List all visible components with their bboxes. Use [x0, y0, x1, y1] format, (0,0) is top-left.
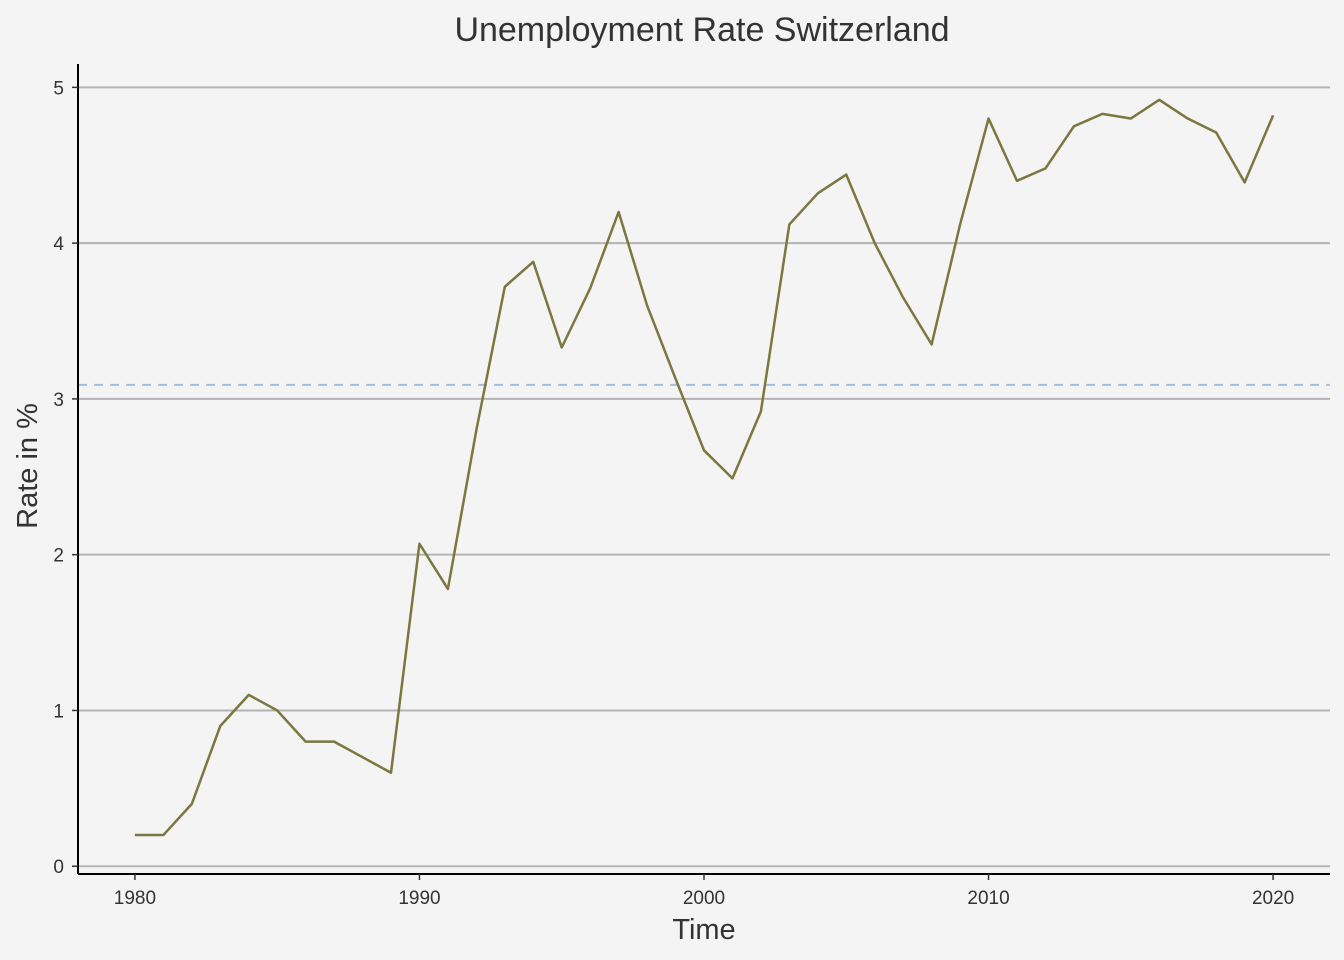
tick-labels: 0 1 2 3 4 5 1980 1990 2000 2010 2020	[53, 78, 1294, 909]
y-axis-title: Rate in %	[12, 403, 44, 529]
grid-lines	[78, 86, 1330, 868]
y-tick-label: 0	[53, 857, 64, 878]
chart-title: Unemployment Rate Switzerland	[454, 11, 949, 49]
x-tick-label: 2020	[1252, 888, 1294, 909]
x-axis-title: Time	[672, 914, 735, 946]
y-tick-label: 4	[53, 234, 64, 255]
x-tick-label: 1990	[398, 888, 440, 909]
y-tick-label: 3	[53, 390, 64, 411]
y-tick-label: 1	[53, 701, 64, 722]
x-tick-label: 1980	[114, 888, 156, 909]
y-tick-label: 5	[53, 78, 64, 99]
x-tick-label: 2000	[683, 888, 725, 909]
x-tick-label: 2010	[967, 888, 1009, 909]
y-tick-label: 2	[53, 546, 64, 567]
series-layer	[134, 98, 1275, 837]
